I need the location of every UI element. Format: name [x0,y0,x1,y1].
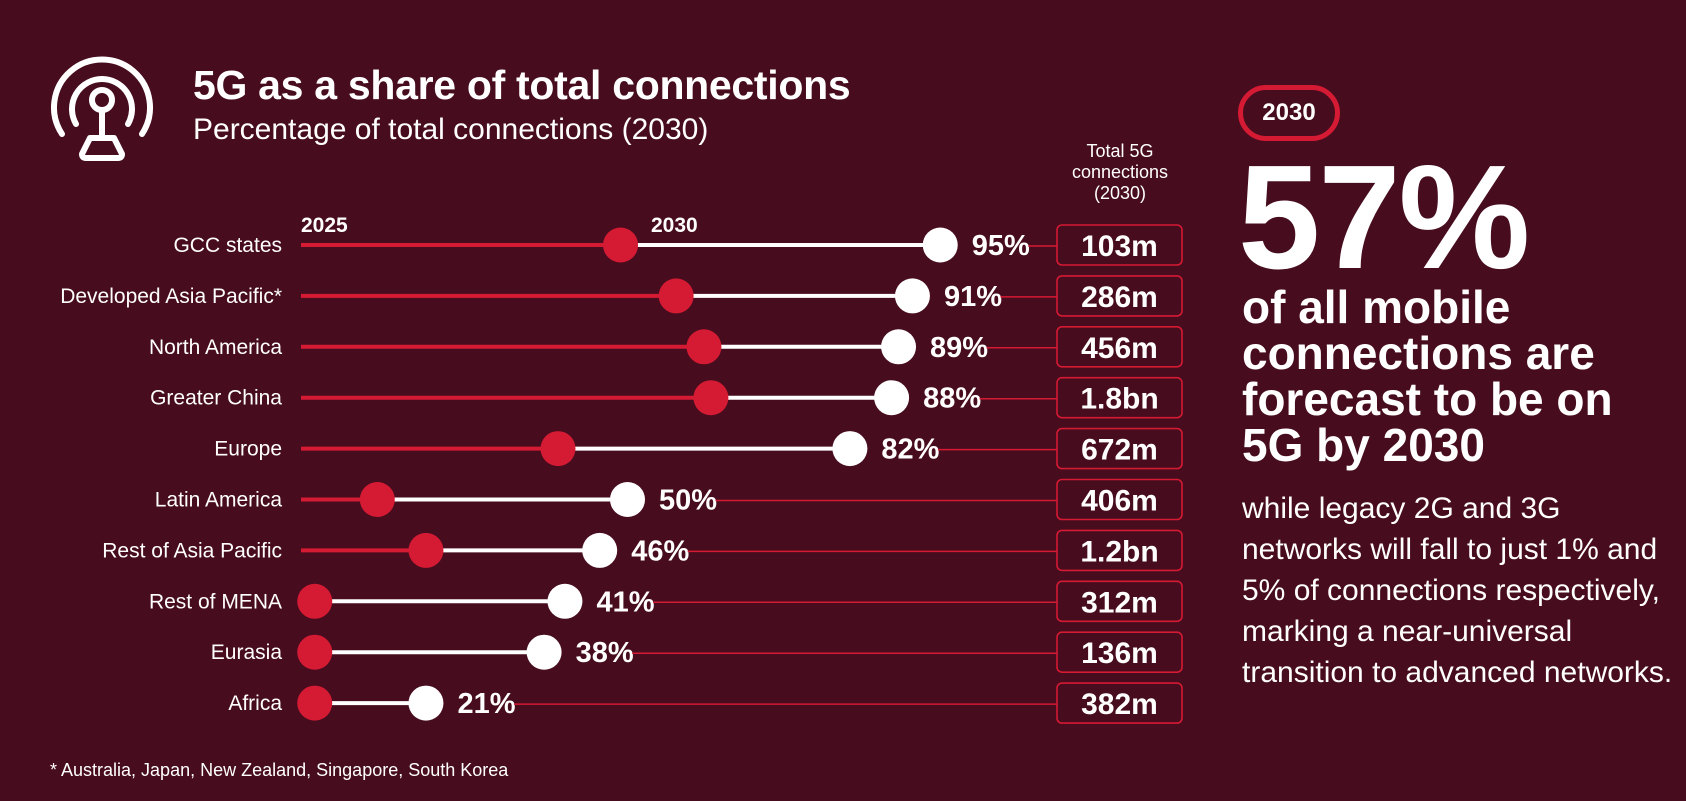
marker-2025 [603,227,639,263]
marker-2025 [359,482,395,517]
value-label: 89% [930,332,988,364]
value-label: 21% [457,688,515,720]
total-connections-header: Total 5G connections (2030) [1040,141,1200,204]
broadcast-tower-icon [51,56,153,161]
marker-2030 [874,380,910,416]
total-connections-box [1056,376,1183,419]
legend-2030: 2030 [651,214,698,237]
marker-2030 [526,634,562,670]
total-connections-value: 286m [1081,281,1158,314]
big-stat: 57% [1238,135,1530,300]
marker-2025 [658,278,694,314]
marker-2025 [297,583,333,619]
legend-2025: 2025 [301,214,348,237]
marker-2030 [922,227,958,263]
category-label: Developed Asia Pacific* [60,285,282,308]
callout-body: while legacy 2G and 3G networks will fal… [1242,492,1673,689]
total-connections-value: 672m [1081,434,1158,467]
value-label: 41% [596,586,654,618]
marker-2030 [582,532,618,568]
chart-title: 5G as a share of total connections [193,62,851,108]
total-connections-box [1056,580,1183,623]
chart-subtitle: Percentage of total connections (2030) [193,113,709,146]
value-label: 50% [659,485,717,517]
marker-2025 [408,532,444,568]
category-label: Africa [228,692,282,715]
total-connections-value: 103m [1081,230,1158,263]
category-label: Rest of MENA [149,590,282,613]
marker-2030 [832,431,868,467]
category-label: Eurasia [211,641,283,664]
category-label: Latin America [155,489,283,512]
total-connections-box [1056,682,1183,724]
total-connections-box [1056,427,1183,470]
total-connections-value: 1.2bn [1080,535,1158,568]
header-line-3: (2030) [1093,183,1147,203]
total-connections-value: 312m [1081,586,1158,619]
value-label: 95% [972,230,1030,262]
footnote: * Australia, Japan, New Zealand, Singapo… [50,760,509,780]
value-label: 88% [923,383,981,415]
header-line-1: Total 5G [1086,141,1154,161]
category-label: GCC states [173,234,282,257]
value-label: 46% [631,535,689,567]
value-label: 82% [881,434,939,466]
marker-2025 [297,634,333,670]
category-label: Rest of Asia Pacific [102,539,282,562]
marker-2030 [547,583,583,619]
total-connections-value: 1.8bn [1080,383,1158,416]
category-label: Europe [214,438,282,461]
total-connections-value: 406m [1081,485,1158,518]
total-connections-box [1056,529,1183,572]
total-connections-value: 382m [1081,688,1158,721]
total-connections-value: 456m [1081,332,1158,365]
marker-2030 [408,685,444,721]
marker-2030 [881,329,917,365]
marker-2025 [686,329,722,365]
total-connections-box [1056,325,1183,368]
marker-2030 [894,278,930,314]
dumbbell-chart: 2025 2030 GCC states 95% 103m Developed Asi… [60,214,1183,724]
total-connections-box [1056,224,1183,266]
marker-2025 [297,685,333,721]
value-label: 91% [944,281,1002,313]
value-label: 38% [576,637,634,669]
total-connections-value: 136m [1081,637,1158,670]
marker-2025 [693,380,729,416]
category-label: Greater China [150,387,282,410]
total-connections-box [1056,275,1183,317]
category-label: North America [149,336,282,359]
total-connections-box [1056,478,1183,521]
header-line-2: connections [1071,162,1169,182]
total-connections-box [1056,631,1183,674]
year-pill: 2030 [1238,85,1340,141]
marker-2025 [540,431,576,467]
callout-headline: of all mobile connections are forecast t… [1242,281,1613,471]
marker-2030 [610,482,645,517]
